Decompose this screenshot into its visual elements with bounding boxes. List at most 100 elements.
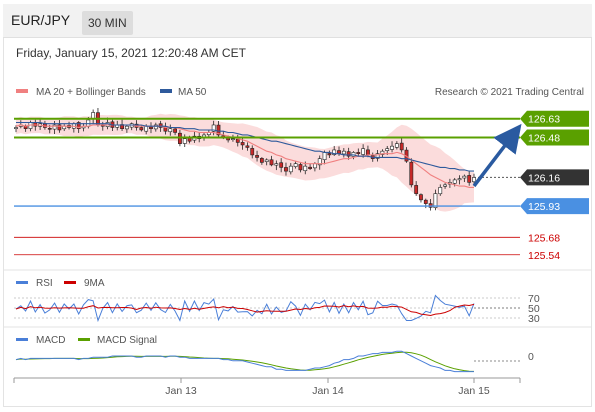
candle-body <box>250 148 255 156</box>
macd-lines <box>15 350 520 373</box>
rsi-label-70: 70 <box>528 293 540 305</box>
candle-body <box>341 150 346 155</box>
candle-body <box>259 158 264 163</box>
level-label-current: 126.16 <box>528 172 560 184</box>
candle-body <box>332 149 337 155</box>
candle-body <box>346 151 351 157</box>
timeframe-button[interactable]: 30 MIN <box>82 11 133 35</box>
candle-body <box>144 125 149 132</box>
candle-body <box>423 199 428 204</box>
candle-body <box>124 125 129 130</box>
chart-datetime: Friday, January 15, 2021 12:20:48 AM CET <box>16 46 246 60</box>
candle-body <box>399 142 404 151</box>
forecast-arrow <box>472 123 522 188</box>
candle-body <box>467 175 472 183</box>
ma20-line <box>15 124 474 188</box>
rsi-lines <box>15 294 520 323</box>
bollinger-bands <box>16 113 474 212</box>
candle-body <box>47 127 52 130</box>
candle-body <box>452 179 457 184</box>
x-label-jan15: Jan 15 <box>458 385 490 397</box>
candle-body <box>433 193 438 208</box>
bollinger-legend-label: MA 20 + Bollinger Bands <box>36 87 146 98</box>
candle-body <box>182 138 187 144</box>
candle-body <box>419 194 423 201</box>
candle-body <box>322 152 327 160</box>
candle-body <box>153 124 158 130</box>
candle-body <box>211 124 216 132</box>
candle-body <box>284 167 288 172</box>
candle-body <box>173 128 177 133</box>
candle-body <box>380 150 385 155</box>
macd-zero-label: 0 <box>528 351 534 363</box>
level-label-support: 125.68 <box>528 232 560 244</box>
candle-body <box>139 127 144 131</box>
candle-body <box>298 164 303 171</box>
candle-body <box>57 124 62 131</box>
candle-body <box>313 163 317 169</box>
candle-body <box>457 178 462 181</box>
candle-body <box>293 163 298 167</box>
candle-body <box>240 142 245 146</box>
candle-body <box>149 126 153 130</box>
candle-body <box>409 161 414 186</box>
candle-body <box>385 148 390 151</box>
macd-legend-swatch <box>16 338 28 341</box>
level-label-support: 125.54 <box>528 250 560 262</box>
macd-legend-label: MACD <box>36 335 65 346</box>
credit-label: Research © 2021 Trading Central <box>435 87 584 98</box>
candle-body <box>264 159 269 162</box>
candle-body <box>317 158 322 166</box>
ma50-line <box>16 121 474 172</box>
candle-body <box>390 145 394 150</box>
candle-body <box>235 138 240 143</box>
candle-body <box>245 145 250 148</box>
candle-body <box>356 152 361 154</box>
candle-body <box>255 155 259 158</box>
candle-body <box>414 185 419 194</box>
candle-body <box>52 124 57 130</box>
macd-signal-line <box>15 351 475 372</box>
level-tag-resistance <box>520 110 589 127</box>
candle-body <box>231 138 235 140</box>
rsi-legend-label: RSI <box>36 278 53 289</box>
candle-body <box>394 143 399 148</box>
candle-body <box>279 162 284 168</box>
rsi-label-50: 50 <box>528 303 540 315</box>
rsi-label-30: 30 <box>528 313 540 325</box>
candle-body <box>288 165 293 173</box>
candle-body <box>438 187 443 195</box>
macd-line <box>15 350 474 373</box>
x-label-jan13: Jan 13 <box>165 385 197 397</box>
candle-body <box>303 165 308 172</box>
ma50-legend-label: MA 50 <box>178 87 207 98</box>
candle-body <box>472 177 476 183</box>
rsi-ma-legend-label: 9MA <box>84 278 105 289</box>
candle-body <box>269 159 274 166</box>
rsi-ma-legend-swatch <box>64 281 76 284</box>
rsi-ma-line <box>15 303 475 317</box>
candle-body <box>361 148 366 155</box>
macd-signal-legend-label: MACD Signal <box>97 335 157 346</box>
candle-body <box>76 122 81 130</box>
candle-body <box>443 184 447 187</box>
rsi-legend-swatch <box>16 281 28 284</box>
candle-body <box>327 153 332 156</box>
level-tag-resistance <box>520 129 589 146</box>
candle-body <box>274 163 279 166</box>
candle-body <box>375 153 380 159</box>
candle-body <box>158 123 163 128</box>
symbol-label[interactable]: EUR/JPY <box>11 12 71 28</box>
level-tag-pivot <box>520 198 589 215</box>
moving-averages <box>15 121 474 188</box>
bollinger-band-area <box>16 113 474 212</box>
candle-body <box>216 124 221 136</box>
macd-signal-legend-swatch <box>78 338 90 341</box>
x-label-jan14: Jan 14 <box>312 385 344 397</box>
level-label-pivot: 125.93 <box>528 201 560 213</box>
candle-body <box>163 126 168 132</box>
candle-body <box>14 127 18 130</box>
level-label-resistance: 126.48 <box>528 132 560 144</box>
level-tag-current <box>520 169 589 186</box>
